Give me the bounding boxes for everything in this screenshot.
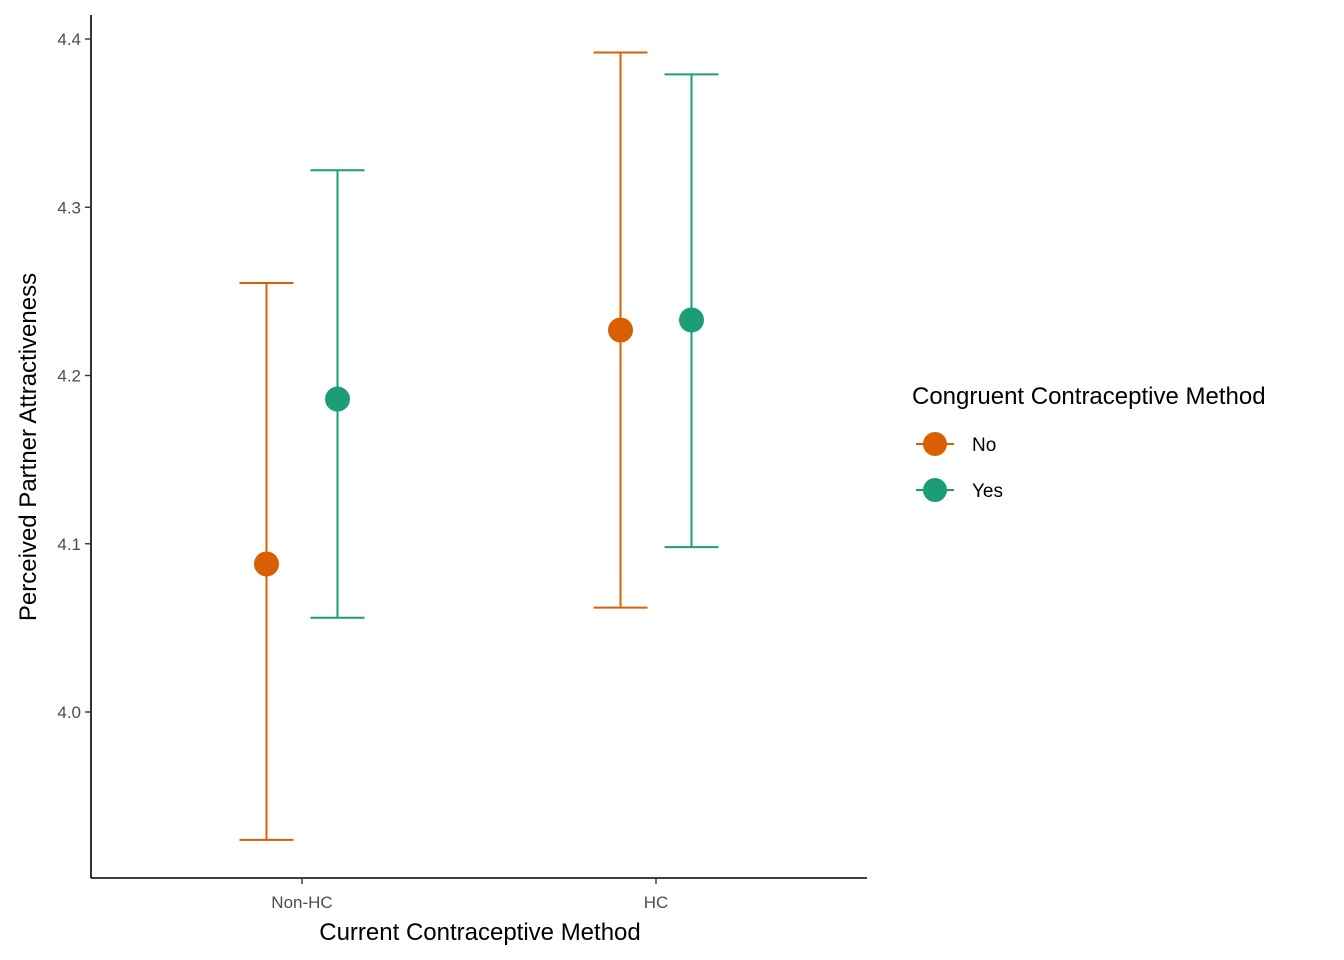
y-tick-label: 4.4 [57,30,81,49]
x-tick-label: Non-HC [271,893,332,912]
legend-item-no: No [916,432,996,456]
x-axis-ticks: Non-HC HC [271,878,668,912]
chart-marks [239,51,719,841]
chart-axes: 4.0 4.1 4.2 4.3 4.4 Non-HC HC Current Contrac… [15,15,867,946]
y-axis-title: Perceived Partner Attractiveness [15,273,42,621]
legend: Congruent Contraceptive Method No Yes [912,383,1266,502]
y-tick-label: 4.1 [57,535,81,554]
y-axis-ticks: 4.0 4.1 4.2 4.3 4.4 [57,30,91,722]
y-tick-label: 4.2 [57,367,81,386]
x-tick-label: HC [644,893,669,912]
y-tick-label: 4.3 [57,198,81,217]
data-point-yes-hc [679,307,704,333]
legend-label: Yes [972,481,1003,502]
data-point-no-hc [608,317,633,343]
legend-label: No [972,435,996,456]
data-point-yes-non-hc [325,386,350,412]
legend-key-point [923,478,947,502]
data-point-no-non-hc [254,551,279,577]
legend-title: Congruent Contraceptive Method [912,383,1266,410]
y-tick-label: 4.0 [57,703,81,722]
legend-item-yes: Yes [916,478,1003,502]
x-axis-title: Current Contraceptive Method [319,919,641,946]
legend-items: No Yes [916,432,1003,502]
legend-key-point [923,432,947,456]
